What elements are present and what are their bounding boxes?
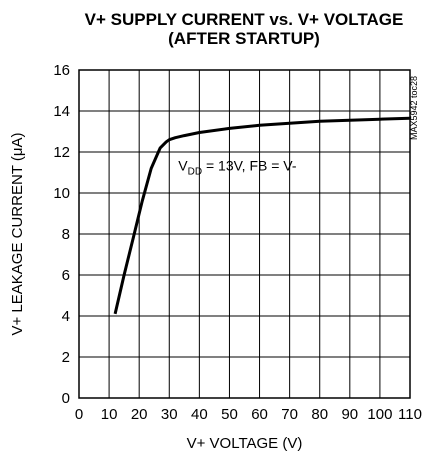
tick-labels: 0 10 20 30 40 50 60 70 80 90 100 110 0 2 4 6 8 10 12 14 16 [53,62,422,423]
x-tick-label: 60 [251,406,268,423]
y-tick-label: 16 [53,62,70,79]
x-tick-label: 0 [75,406,83,423]
chart-title-line2: (AFTER STARTUP) [168,29,320,48]
y-tick-label: 10 [53,185,70,202]
y-tick-label: 12 [53,144,70,161]
x-tick-label: 40 [191,406,208,423]
y-tick-label: 4 [62,308,70,325]
chart-title-line1: V+ SUPPLY CURRENT vs. V+ VOLTAGE [85,10,404,29]
x-tick-label: 100 [367,406,392,423]
series-line [113,116,411,315]
y-tick-label: 0 [62,390,70,407]
x-tick-label: 20 [131,406,148,423]
x-axis-label: V+ VOLTAGE (V) [187,435,303,452]
x-tick-label: 10 [101,406,118,423]
y-tick-label: 14 [53,103,70,120]
y-tick-label: 6 [62,267,70,284]
x-tick-label: 50 [221,406,238,423]
y-axis-label: V+ LEAKAGE CURRENT (μA) [9,132,26,335]
x-tick-label: 110 [398,406,422,423]
x-tick-label: 70 [281,406,298,423]
y-tick-label: 8 [62,226,70,243]
annotation-vdd: VDD = 13V, FB = V- [178,157,297,177]
x-tick-label: 90 [341,406,358,423]
y-tick-label: 2 [62,349,70,366]
plot-frame [78,69,411,399]
x-tick-label: 80 [311,406,328,423]
part-number-label: MAX5942 toc28 [409,76,419,140]
x-tick-label: 30 [161,406,178,423]
